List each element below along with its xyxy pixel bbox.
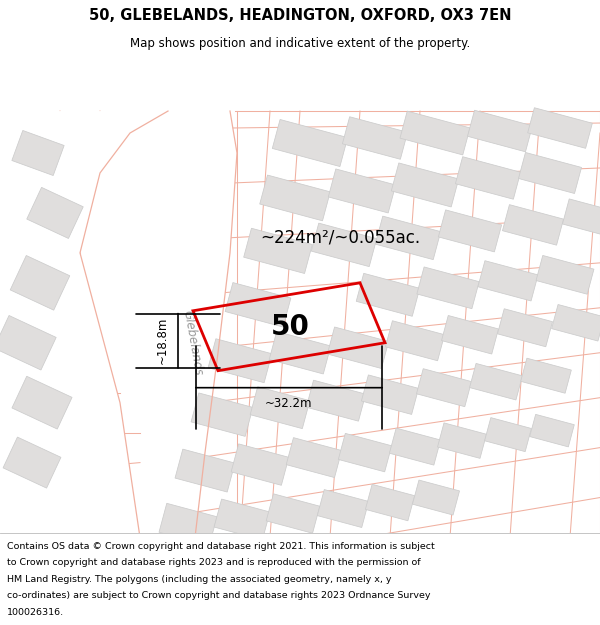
- Polygon shape: [338, 433, 392, 472]
- Polygon shape: [530, 414, 574, 447]
- Polygon shape: [375, 216, 441, 259]
- Polygon shape: [286, 438, 342, 478]
- Text: 50, GLEBELANDS, HEADINGTON, OXFORD, OX3 7EN: 50, GLEBELANDS, HEADINGTON, OXFORD, OX3 …: [89, 8, 511, 23]
- Polygon shape: [12, 376, 72, 429]
- Polygon shape: [260, 175, 330, 221]
- Text: HM Land Registry. The polygons (including the associated geometry, namely x, y: HM Land Registry. The polygons (includin…: [7, 574, 392, 584]
- Polygon shape: [416, 369, 472, 407]
- Polygon shape: [470, 363, 523, 400]
- Polygon shape: [0, 316, 56, 370]
- Polygon shape: [231, 444, 289, 485]
- Polygon shape: [225, 282, 291, 327]
- Polygon shape: [439, 210, 502, 252]
- Polygon shape: [27, 188, 83, 239]
- Polygon shape: [437, 423, 487, 458]
- Polygon shape: [150, 111, 237, 538]
- Polygon shape: [361, 375, 419, 414]
- Polygon shape: [328, 327, 389, 369]
- Polygon shape: [250, 387, 310, 429]
- Polygon shape: [485, 418, 532, 452]
- Text: Contains OS data © Crown copyright and database right 2021. This information is : Contains OS data © Crown copyright and d…: [7, 542, 435, 551]
- Polygon shape: [551, 304, 600, 341]
- Text: ~32.2m: ~32.2m: [265, 397, 313, 410]
- Polygon shape: [478, 261, 538, 301]
- Polygon shape: [266, 494, 320, 533]
- Polygon shape: [391, 163, 458, 207]
- Polygon shape: [159, 503, 217, 546]
- Polygon shape: [502, 204, 563, 245]
- Polygon shape: [208, 339, 272, 382]
- Polygon shape: [306, 380, 366, 421]
- Text: ~18.8m: ~18.8m: [155, 317, 169, 364]
- Polygon shape: [0, 111, 168, 538]
- Polygon shape: [3, 437, 61, 488]
- Polygon shape: [244, 228, 313, 274]
- Polygon shape: [412, 480, 460, 515]
- Polygon shape: [521, 358, 571, 393]
- Polygon shape: [365, 484, 415, 521]
- Polygon shape: [385, 321, 445, 361]
- Text: co-ordinates) are subject to Crown copyright and database rights 2023 Ordnance S: co-ordinates) are subject to Crown copyr…: [7, 591, 431, 600]
- Polygon shape: [400, 111, 470, 155]
- Polygon shape: [356, 273, 420, 316]
- Text: to Crown copyright and database rights 2023 and is reproduced with the permissio: to Crown copyright and database rights 2…: [7, 558, 421, 568]
- Polygon shape: [272, 119, 347, 166]
- Polygon shape: [536, 256, 594, 294]
- Polygon shape: [328, 169, 395, 213]
- Polygon shape: [191, 393, 253, 436]
- Polygon shape: [562, 199, 600, 237]
- Polygon shape: [311, 223, 377, 267]
- Polygon shape: [389, 428, 440, 465]
- Polygon shape: [317, 489, 369, 528]
- Text: 50: 50: [271, 312, 310, 341]
- Polygon shape: [527, 107, 592, 148]
- Polygon shape: [467, 110, 532, 152]
- Polygon shape: [442, 316, 499, 354]
- Polygon shape: [417, 267, 479, 309]
- Polygon shape: [214, 499, 270, 540]
- Polygon shape: [343, 117, 407, 159]
- Polygon shape: [269, 331, 331, 374]
- Text: ~224m²/~0.055ac.: ~224m²/~0.055ac.: [260, 229, 420, 247]
- Polygon shape: [12, 131, 64, 176]
- Polygon shape: [518, 152, 581, 194]
- Polygon shape: [497, 309, 553, 347]
- Polygon shape: [175, 449, 235, 492]
- Polygon shape: [10, 256, 70, 310]
- Text: Glebelands: Glebelands: [181, 309, 205, 376]
- Text: Map shows position and indicative extent of the property.: Map shows position and indicative extent…: [130, 37, 470, 50]
- Text: 100026316.: 100026316.: [7, 608, 64, 617]
- Polygon shape: [455, 157, 521, 199]
